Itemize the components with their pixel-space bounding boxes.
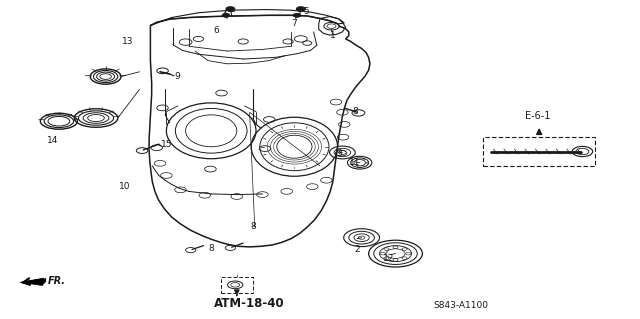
Polygon shape <box>19 278 46 284</box>
Circle shape <box>293 13 301 17</box>
Text: 8: 8 <box>353 107 358 116</box>
Text: 7: 7 <box>292 19 297 28</box>
Text: 13: 13 <box>122 37 134 46</box>
Bar <box>221 277 253 293</box>
Text: FR.: FR. <box>47 276 65 286</box>
Text: 8: 8 <box>209 244 214 253</box>
Text: 15: 15 <box>161 140 172 149</box>
Text: 1: 1 <box>330 31 335 40</box>
Text: 2: 2 <box>355 245 360 254</box>
Text: 6: 6 <box>214 26 219 35</box>
Text: 10: 10 <box>119 182 131 191</box>
Text: 4: 4 <box>221 11 227 20</box>
Polygon shape <box>20 278 46 286</box>
Text: 12: 12 <box>383 254 395 263</box>
Text: 5: 5 <box>303 7 308 16</box>
Text: 3: 3 <box>337 149 342 158</box>
Bar <box>483 137 595 166</box>
Text: 11: 11 <box>349 158 361 167</box>
Circle shape <box>222 13 230 17</box>
Text: 14: 14 <box>47 136 58 145</box>
Text: 8: 8 <box>250 222 255 231</box>
Circle shape <box>226 7 235 11</box>
Circle shape <box>296 7 305 11</box>
Text: S843-A1100: S843-A1100 <box>433 301 488 310</box>
Text: 9: 9 <box>175 72 180 81</box>
Text: ATM-18-40: ATM-18-40 <box>214 297 285 310</box>
Text: E-6-1: E-6-1 <box>525 111 550 121</box>
